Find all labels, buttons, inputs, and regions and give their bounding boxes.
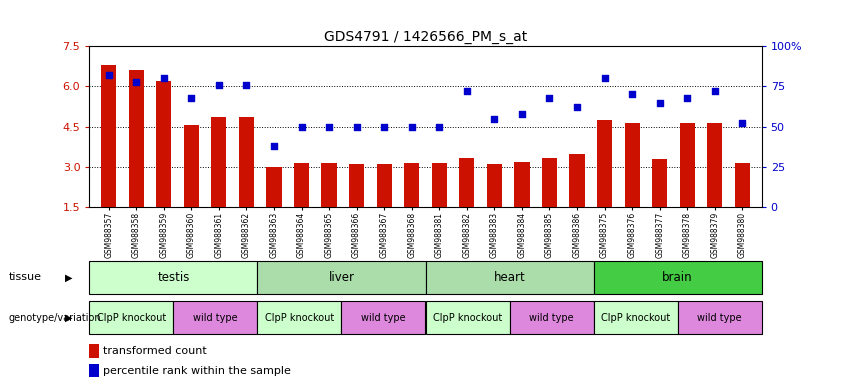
Text: genotype/variation: genotype/variation bbox=[9, 313, 101, 323]
Text: wild type: wild type bbox=[361, 313, 406, 323]
Bar bbox=[569, 154, 585, 207]
Text: tissue: tissue bbox=[9, 272, 42, 283]
Point bbox=[515, 111, 528, 117]
Bar bbox=[680, 123, 694, 207]
Bar bbox=[677, 301, 762, 334]
Bar bbox=[239, 118, 254, 207]
Bar bbox=[652, 159, 667, 207]
Bar bbox=[89, 301, 174, 334]
Point bbox=[543, 94, 557, 101]
Point bbox=[460, 88, 474, 94]
Bar bbox=[460, 157, 474, 207]
Point bbox=[294, 124, 308, 130]
Point bbox=[405, 124, 419, 130]
Bar bbox=[266, 167, 282, 207]
Bar bbox=[593, 301, 677, 334]
Text: ClpP knockout: ClpP knockout bbox=[97, 313, 166, 323]
Bar bbox=[514, 162, 529, 207]
Bar bbox=[89, 261, 257, 294]
Point bbox=[597, 75, 611, 81]
Bar bbox=[157, 81, 171, 207]
Bar bbox=[707, 123, 722, 207]
Bar bbox=[322, 163, 337, 207]
Point bbox=[735, 121, 749, 127]
Point bbox=[570, 104, 584, 111]
Bar bbox=[734, 163, 750, 207]
Bar bbox=[377, 164, 391, 207]
Bar bbox=[184, 125, 199, 207]
Text: wild type: wild type bbox=[193, 313, 237, 323]
Bar bbox=[510, 301, 593, 334]
Text: ClpP knockout: ClpP knockout bbox=[433, 313, 502, 323]
Text: testis: testis bbox=[157, 271, 190, 284]
Point bbox=[377, 124, 391, 130]
Bar bbox=[211, 118, 226, 207]
Point bbox=[653, 99, 666, 106]
Point bbox=[432, 124, 446, 130]
Text: wild type: wild type bbox=[697, 313, 742, 323]
Point bbox=[488, 116, 501, 122]
Text: brain: brain bbox=[662, 271, 693, 284]
Bar bbox=[426, 301, 510, 334]
Point bbox=[185, 94, 198, 101]
Point bbox=[267, 143, 281, 149]
Bar bbox=[129, 70, 144, 207]
Point bbox=[708, 88, 722, 94]
Bar bbox=[404, 163, 420, 207]
Bar bbox=[625, 123, 640, 207]
Bar bbox=[597, 120, 612, 207]
Title: GDS4791 / 1426566_PM_s_at: GDS4791 / 1426566_PM_s_at bbox=[324, 30, 527, 44]
Point bbox=[681, 94, 694, 101]
Bar bbox=[89, 364, 99, 377]
Bar bbox=[431, 163, 447, 207]
Point bbox=[157, 75, 170, 81]
Point bbox=[129, 78, 143, 84]
Point bbox=[102, 72, 116, 78]
Bar bbox=[426, 261, 594, 294]
Bar bbox=[294, 163, 309, 207]
Point bbox=[240, 82, 254, 88]
Bar bbox=[593, 261, 762, 294]
Bar bbox=[349, 164, 364, 207]
Text: ▶: ▶ bbox=[65, 313, 72, 323]
Point bbox=[323, 124, 336, 130]
Text: ClpP knockout: ClpP knockout bbox=[265, 313, 334, 323]
Bar bbox=[89, 344, 99, 358]
Text: transformed count: transformed count bbox=[103, 346, 207, 356]
Text: heart: heart bbox=[494, 271, 525, 284]
Bar bbox=[101, 65, 117, 207]
Text: liver: liver bbox=[328, 271, 355, 284]
Text: wild type: wild type bbox=[529, 313, 574, 323]
Bar bbox=[257, 261, 426, 294]
Point bbox=[350, 124, 363, 130]
Text: ClpP knockout: ClpP knockout bbox=[601, 313, 671, 323]
Point bbox=[212, 82, 226, 88]
Bar bbox=[257, 301, 341, 334]
Text: percentile rank within the sample: percentile rank within the sample bbox=[103, 366, 291, 376]
Bar bbox=[487, 164, 502, 207]
Bar bbox=[542, 157, 557, 207]
Text: ▶: ▶ bbox=[65, 272, 72, 283]
Bar bbox=[174, 301, 257, 334]
Bar bbox=[341, 301, 426, 334]
Point bbox=[625, 91, 639, 98]
